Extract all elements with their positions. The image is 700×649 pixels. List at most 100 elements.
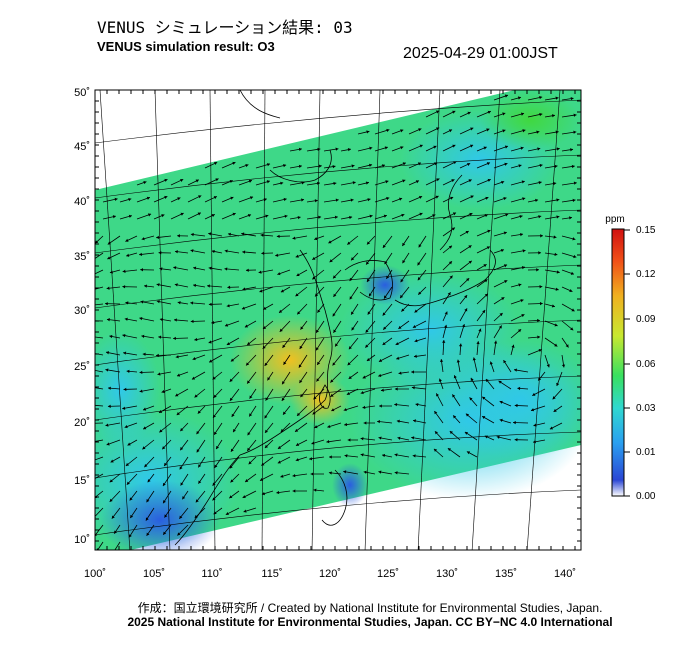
wind-arrowhead <box>522 249 526 253</box>
wind-arrowhead <box>198 195 202 199</box>
wind-arrowhead <box>227 232 231 236</box>
wind-arrowhead <box>279 328 283 332</box>
wind-arrowhead <box>378 358 383 362</box>
wind-arrowhead <box>464 431 469 435</box>
wind-arrowhead <box>301 181 305 185</box>
wind-arrowhead <box>230 479 234 483</box>
wind-arrowhead <box>126 481 130 485</box>
wind-arrowhead <box>434 162 438 166</box>
wind-arrowhead <box>348 346 352 350</box>
wind-arrowhead <box>476 341 480 345</box>
wind-arrowhead <box>224 267 228 271</box>
wind-arrowhead <box>504 94 508 98</box>
wind-arrowhead <box>349 215 353 220</box>
wind-arrowhead <box>412 454 416 458</box>
wind-arrowhead <box>159 409 163 413</box>
wind-arrowhead <box>109 479 113 483</box>
wind-arrowhead <box>555 130 559 134</box>
wind-arrowhead <box>419 144 423 148</box>
wind-arrowhead <box>106 351 110 355</box>
wind-arrowhead <box>556 382 560 386</box>
wind-arrowhead <box>418 128 422 132</box>
wind-arrowhead <box>283 361 287 365</box>
wind-arrowhead <box>247 432 251 436</box>
wind-arrow <box>95 473 104 479</box>
wind-arrowhead <box>283 197 287 202</box>
wind-arrowhead <box>329 455 332 459</box>
wind-arrowhead <box>483 264 487 268</box>
wind-arrowhead <box>112 551 115 554</box>
wind-arrowhead <box>464 295 468 299</box>
wind-arrowhead <box>89 440 92 443</box>
wind-arrowhead <box>292 474 296 478</box>
wind-arrowhead <box>180 482 184 486</box>
wind-arrowhead <box>90 403 93 406</box>
title-english: VENUS simulation result: O3 <box>97 39 275 54</box>
frame-ticks <box>94 89 581 550</box>
wind-arrowhead <box>130 514 134 519</box>
wind-arrowhead <box>382 312 386 316</box>
wind-arrowhead <box>139 316 143 321</box>
wind-arrowhead <box>190 301 194 305</box>
wind-arrowhead <box>435 195 439 199</box>
wind-arrowhead <box>280 428 284 433</box>
wind-arrowhead <box>146 196 150 200</box>
wind-arrowhead <box>402 179 406 183</box>
wind-arrowhead <box>266 180 270 184</box>
wind-arrowhead <box>518 164 522 168</box>
wind-arrowhead <box>262 345 266 349</box>
wind-arrowhead <box>90 368 93 371</box>
wind-arrowhead <box>465 230 469 234</box>
wind-arrowhead <box>570 271 574 275</box>
wind-arrowhead <box>194 515 198 519</box>
wind-arrowhead <box>122 333 126 338</box>
wind-arrowhead <box>299 345 303 349</box>
wind-arrowhead <box>384 146 388 150</box>
wind-arrow <box>114 541 121 550</box>
wind-arrowhead <box>300 326 304 330</box>
wind-arrowhead <box>347 148 351 152</box>
wind-arrowhead <box>106 318 110 322</box>
wind-arrowhead <box>468 245 472 249</box>
wind-arrowhead <box>347 438 351 442</box>
wind-arrowhead <box>316 378 320 382</box>
wind-arrowhead <box>331 408 335 412</box>
wind-arrowhead <box>489 361 493 365</box>
wind-arrowhead <box>191 376 196 380</box>
wind-arrowhead <box>159 267 163 271</box>
wind-arrowhead <box>326 440 330 444</box>
wind-arrowhead <box>411 370 414 374</box>
wind-arrowhead <box>196 430 200 435</box>
wind-arrow <box>95 252 104 260</box>
wind-arrowhead <box>435 110 440 114</box>
wind-arrowhead <box>382 453 386 458</box>
wind-arrowhead <box>245 479 249 482</box>
lat-label-40: 40˚ <box>74 196 90 208</box>
map-frame <box>94 89 582 551</box>
wind-arrowhead <box>570 148 574 152</box>
wind-arrowhead <box>417 277 421 281</box>
wind-arrowhead <box>143 180 147 185</box>
wind-arrowhead <box>89 460 92 463</box>
wind-arrowhead <box>349 296 353 300</box>
wind-arrowhead <box>139 370 143 375</box>
wind-arrowhead <box>456 359 460 363</box>
wind-arrowhead <box>452 144 456 148</box>
wind-arrowhead <box>402 242 406 246</box>
wind-arrowhead <box>258 270 262 274</box>
wind-arrowhead <box>468 260 472 264</box>
wind-arrowhead <box>122 285 126 289</box>
wind-arrowhead <box>145 517 149 521</box>
wind-arrowhead <box>394 471 398 475</box>
wind-arrowhead <box>554 323 558 327</box>
wind-arrowhead <box>265 429 269 433</box>
wind-arrowhead <box>378 436 382 440</box>
lon-label-120: 120˚ <box>319 568 341 580</box>
wind-arrowhead <box>233 428 236 433</box>
wind-arrowhead <box>177 197 181 201</box>
wind-arrowhead <box>126 253 130 257</box>
wind-arrowhead <box>335 343 339 347</box>
wind-arrowhead <box>539 163 543 168</box>
wind-arrowhead <box>259 289 263 293</box>
wind-arrowhead <box>450 196 454 200</box>
